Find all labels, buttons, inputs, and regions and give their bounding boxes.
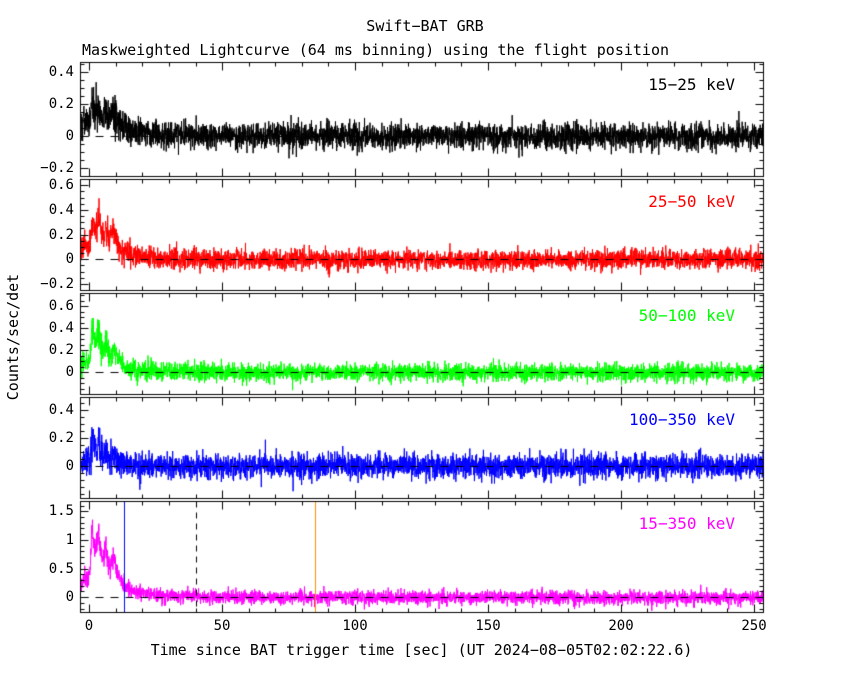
y-tick-label: 1: [65, 532, 74, 548]
chart-subtitle: Maskweighted Lightcurve (64 ms binning) …: [82, 41, 669, 59]
x-axis-label: Time since BAT trigger time [sec] (UT 20…: [150, 641, 693, 659]
band-label-2: 25−50 keV: [648, 192, 735, 211]
chart-title: Swift−BAT GRB: [366, 17, 484, 35]
x-tick-label: 100: [342, 618, 368, 634]
y-tick-label: 0.4: [48, 64, 74, 80]
x-tick-label: 50: [213, 618, 231, 634]
y-tick-label: 0: [65, 589, 74, 605]
y-tick-label: 0.2: [48, 227, 74, 243]
band-label-5: 15−350 keV: [638, 514, 735, 533]
x-tick-label: 250: [741, 618, 767, 634]
y-tick-label: 0: [65, 128, 74, 144]
x-tick-label: 0: [84, 618, 94, 634]
x-tick-label: 150: [475, 618, 501, 634]
band-label-3: 50−100 keV: [638, 306, 735, 325]
band-label-4: 100−350 keV: [629, 410, 735, 429]
x-tick-label: 200: [608, 618, 634, 634]
y-tick-label: 0: [65, 458, 74, 474]
y-tick-label: 1.5: [48, 503, 74, 519]
y-tick-label: 0.4: [48, 402, 74, 418]
band-label-1: 15−25 keV: [648, 75, 735, 94]
y-tick-label: 0.2: [48, 342, 74, 358]
y-tick-label: 0: [65, 364, 74, 380]
y-tick-label: −0.2: [40, 160, 74, 176]
y-tick-label: 0.6: [48, 298, 74, 314]
y-tick-label: 0.4: [48, 202, 74, 218]
y-tick-label: −0.2: [40, 276, 74, 292]
y-tick-label: 0.5: [48, 561, 74, 577]
y-tick-label: 0.2: [48, 96, 74, 112]
y-tick-label: 0: [65, 251, 74, 267]
y-tick-label: 0.6: [48, 177, 74, 193]
y-tick-label: 0.2: [48, 430, 74, 446]
y-tick-label: 0.4: [48, 320, 74, 336]
